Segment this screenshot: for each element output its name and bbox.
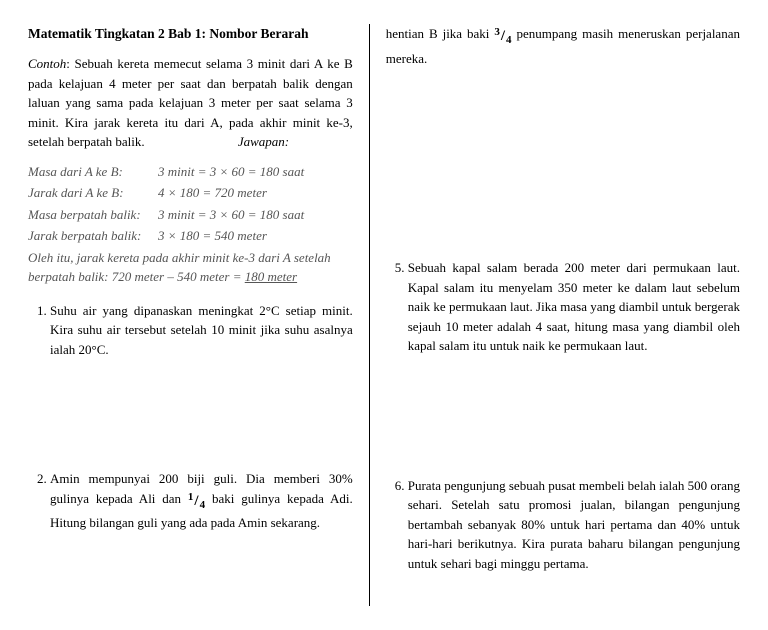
fraction-3-4: 3/4 bbox=[494, 24, 511, 49]
page-title: Matematik Tingkatan 2 Bab 1: Nombor Bera… bbox=[28, 24, 353, 44]
answer-label: Jawapan: bbox=[238, 132, 289, 152]
question-2: Amin mempunyai 200 biji guli. Dia member… bbox=[50, 469, 353, 533]
example-block: Contoh: Sebuah kereta memecut selama 3 m… bbox=[28, 54, 353, 152]
fraction-1-4: 1/4 bbox=[188, 489, 205, 514]
question-5: Sebuah kapal salam berada 200 meter dari… bbox=[408, 258, 740, 356]
example-text: : Sebuah kereta memecut selama 3 minit d… bbox=[28, 56, 353, 149]
question-list-left: Suhu air yang dipanaskan meningkat 2°C s… bbox=[28, 301, 353, 533]
work-row: Jarak dari A ke B:4 × 180 = 720 meter bbox=[28, 183, 353, 203]
work-row: Jarak berpatah balik:3 × 180 = 540 meter bbox=[28, 226, 353, 246]
right-column: hentian B jika baki 3/4 penumpang masih … bbox=[370, 24, 740, 606]
work-row: Masa berpatah balik:3 minit = 3 × 60 = 1… bbox=[28, 205, 353, 225]
question-1: Suhu air yang dipanaskan meningkat 2°C s… bbox=[50, 301, 353, 360]
question-6: Purata pengunjung sebuah pusat membeli b… bbox=[408, 476, 740, 574]
question-continuation: hentian B jika baki 3/4 penumpang masih … bbox=[386, 24, 740, 68]
worked-solution: Masa dari A ke B:3 minit = 3 × 60 = 180 … bbox=[28, 162, 353, 287]
work-final: Oleh itu, jarak kereta pada akhir minit … bbox=[28, 248, 353, 287]
left-column: Matematik Tingkatan 2 Bab 1: Nombor Bera… bbox=[28, 24, 370, 606]
final-answer: 180 meter bbox=[245, 269, 297, 284]
two-column-layout: Matematik Tingkatan 2 Bab 1: Nombor Bera… bbox=[28, 24, 740, 606]
question-list-right: Sebuah kapal salam berada 200 meter dari… bbox=[386, 258, 740, 573]
work-row: Masa dari A ke B:3 minit = 3 × 60 = 180 … bbox=[28, 162, 353, 182]
example-label: Contoh bbox=[28, 56, 66, 71]
